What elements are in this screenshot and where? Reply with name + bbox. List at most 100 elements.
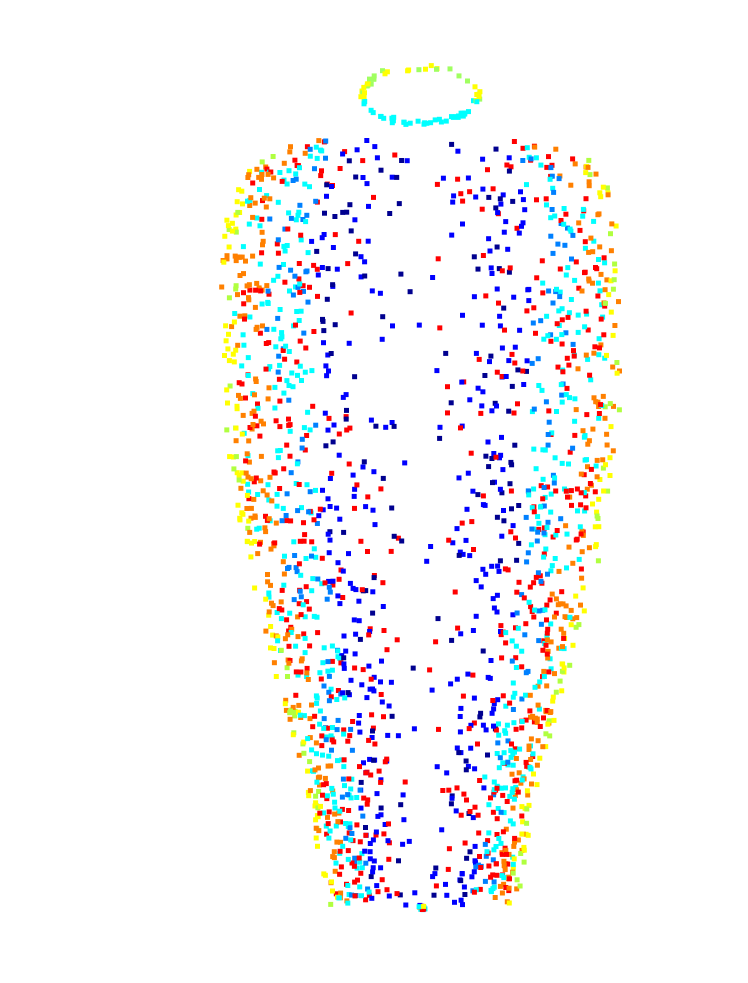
point bbox=[352, 217, 358, 223]
point bbox=[251, 496, 257, 502]
point bbox=[407, 120, 413, 126]
point bbox=[358, 805, 364, 811]
point bbox=[226, 227, 232, 232]
point bbox=[540, 280, 546, 286]
point bbox=[344, 209, 350, 215]
point bbox=[507, 700, 513, 706]
point bbox=[577, 524, 583, 530]
point bbox=[514, 777, 520, 783]
point bbox=[575, 366, 581, 372]
point bbox=[242, 316, 247, 322]
point bbox=[224, 427, 230, 433]
point bbox=[375, 889, 381, 895]
point bbox=[604, 431, 610, 437]
point bbox=[318, 676, 324, 682]
point bbox=[314, 248, 320, 254]
point bbox=[296, 318, 302, 323]
point bbox=[613, 223, 619, 229]
point bbox=[531, 446, 537, 452]
point bbox=[531, 771, 536, 777]
point bbox=[288, 708, 293, 714]
point bbox=[502, 327, 507, 333]
point bbox=[292, 708, 298, 714]
point bbox=[348, 726, 354, 732]
point bbox=[535, 702, 541, 708]
point bbox=[581, 472, 587, 478]
point bbox=[378, 486, 384, 492]
point bbox=[371, 73, 377, 79]
point bbox=[262, 525, 268, 531]
point bbox=[435, 256, 441, 262]
point bbox=[450, 540, 456, 546]
point bbox=[541, 503, 547, 509]
point bbox=[309, 368, 315, 374]
point bbox=[330, 888, 335, 894]
point bbox=[460, 198, 466, 204]
point bbox=[535, 738, 541, 744]
point bbox=[274, 503, 280, 509]
point bbox=[342, 783, 347, 789]
point bbox=[546, 718, 552, 724]
point bbox=[491, 451, 497, 456]
point bbox=[291, 597, 297, 603]
point bbox=[536, 706, 542, 712]
point bbox=[240, 470, 245, 476]
point bbox=[583, 505, 589, 511]
point bbox=[509, 658, 515, 664]
point bbox=[366, 203, 371, 209]
point bbox=[520, 145, 526, 151]
point bbox=[550, 185, 556, 191]
point bbox=[490, 596, 496, 602]
point bbox=[227, 454, 233, 460]
point bbox=[322, 210, 327, 216]
point bbox=[347, 825, 353, 831]
point bbox=[330, 282, 336, 288]
point bbox=[421, 906, 427, 912]
point bbox=[475, 492, 481, 498]
point bbox=[449, 232, 455, 238]
point bbox=[486, 802, 492, 808]
point bbox=[255, 492, 261, 497]
point bbox=[528, 757, 534, 762]
point bbox=[455, 625, 461, 631]
point bbox=[310, 403, 316, 409]
point bbox=[480, 186, 486, 192]
point bbox=[534, 275, 540, 281]
point bbox=[461, 791, 467, 797]
point bbox=[495, 740, 501, 746]
point bbox=[454, 526, 460, 532]
point bbox=[259, 159, 265, 165]
point bbox=[317, 782, 322, 788]
point bbox=[276, 376, 282, 382]
point bbox=[607, 455, 613, 461]
point bbox=[470, 672, 476, 678]
point bbox=[254, 324, 260, 330]
point bbox=[542, 607, 548, 613]
point bbox=[326, 698, 332, 704]
point bbox=[341, 757, 347, 763]
point bbox=[598, 402, 604, 408]
point bbox=[516, 503, 522, 508]
point bbox=[240, 332, 246, 338]
point bbox=[509, 383, 515, 389]
point bbox=[336, 576, 342, 582]
point bbox=[315, 293, 320, 299]
point bbox=[340, 568, 346, 574]
point bbox=[549, 563, 555, 569]
point bbox=[267, 196, 273, 202]
point bbox=[231, 319, 237, 325]
point bbox=[258, 418, 264, 424]
point bbox=[435, 616, 441, 622]
point bbox=[302, 614, 308, 620]
point bbox=[346, 776, 352, 782]
point bbox=[288, 215, 294, 221]
point bbox=[327, 504, 333, 509]
point bbox=[317, 721, 323, 727]
point bbox=[449, 141, 455, 147]
point bbox=[265, 288, 271, 294]
point bbox=[472, 84, 478, 90]
point bbox=[531, 580, 537, 586]
point bbox=[380, 314, 386, 320]
point bbox=[517, 327, 523, 333]
